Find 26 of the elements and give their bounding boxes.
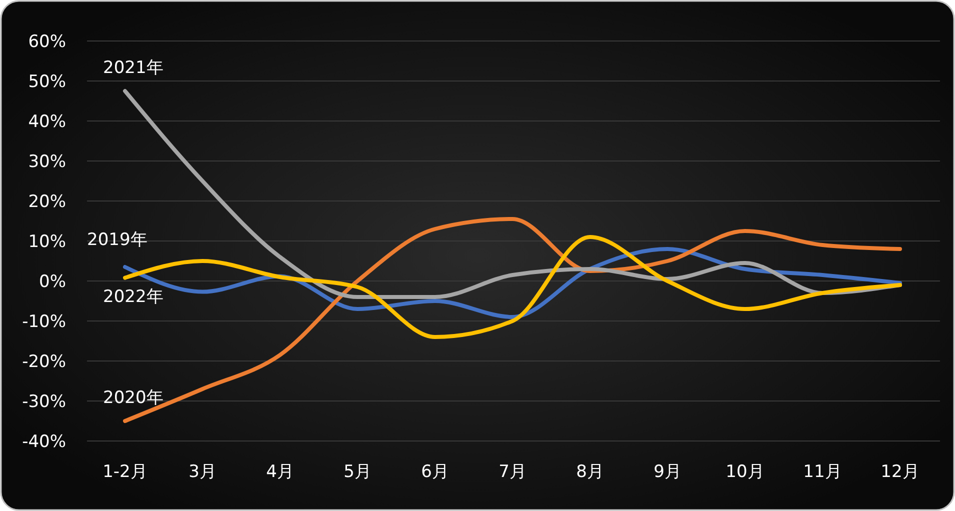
y-tick-label: 60% [28,32,66,52]
x-tick-label: 1-2月 [102,462,148,482]
series-label: 2022年 [103,286,164,307]
y-tick-label: 50% [28,72,66,92]
x-tick-label: 3月 [188,462,216,482]
x-tick-label: 8月 [576,462,604,482]
x-tick-label: 11月 [803,462,842,482]
series-label: 2021年 [103,58,164,78]
x-tick-label: 9月 [654,462,682,482]
x-tick-label: 4月 [266,462,294,482]
y-tick-label: -20% [22,352,66,372]
y-tick-label: 40% [28,112,66,132]
series-label: 2019年 [87,230,148,250]
series-label: 2020年 [103,388,164,408]
x-tick-label: 10月 [726,462,764,482]
y-tick-label: -40% [22,432,66,452]
y-tick-label: 30% [28,152,66,172]
y-tick-label: 10% [28,232,66,252]
x-tick-label: 12月 [880,462,920,482]
y-tick-label: -30% [22,392,66,412]
y-tick-label: 0% [39,272,66,292]
x-tick-label: 6月 [421,462,449,482]
y-tick-label: 20% [28,192,66,212]
x-tick-label: 5月 [344,462,372,482]
x-tick-label: 7月 [498,462,526,482]
y-tick-label: -10% [22,312,66,332]
